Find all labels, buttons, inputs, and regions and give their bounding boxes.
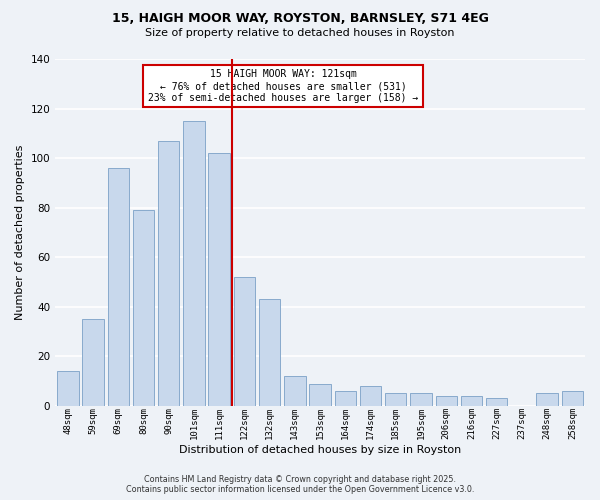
- Text: Contains HM Land Registry data © Crown copyright and database right 2025.
Contai: Contains HM Land Registry data © Crown c…: [126, 474, 474, 494]
- Bar: [183, 121, 205, 406]
- Bar: [410, 394, 432, 406]
- Bar: [461, 396, 482, 406]
- Bar: [57, 371, 79, 406]
- Bar: [385, 394, 406, 406]
- Bar: [82, 319, 104, 406]
- Bar: [335, 391, 356, 406]
- Bar: [158, 140, 179, 406]
- Text: 15 HAIGH MOOR WAY: 121sqm
← 76% of detached houses are smaller (531)
23% of semi: 15 HAIGH MOOR WAY: 121sqm ← 76% of detac…: [148, 70, 418, 102]
- Bar: [360, 386, 381, 406]
- Bar: [310, 384, 331, 406]
- Text: Size of property relative to detached houses in Royston: Size of property relative to detached ho…: [145, 28, 455, 38]
- Bar: [208, 153, 230, 406]
- X-axis label: Distribution of detached houses by size in Royston: Distribution of detached houses by size …: [179, 445, 461, 455]
- Bar: [107, 168, 129, 406]
- Text: 15, HAIGH MOOR WAY, ROYSTON, BARNSLEY, S71 4EG: 15, HAIGH MOOR WAY, ROYSTON, BARNSLEY, S…: [112, 12, 488, 26]
- Bar: [233, 277, 255, 406]
- Bar: [133, 210, 154, 406]
- Bar: [536, 394, 558, 406]
- Bar: [562, 391, 583, 406]
- Bar: [259, 300, 280, 406]
- Bar: [284, 376, 305, 406]
- Y-axis label: Number of detached properties: Number of detached properties: [15, 144, 25, 320]
- Bar: [486, 398, 508, 406]
- Bar: [436, 396, 457, 406]
